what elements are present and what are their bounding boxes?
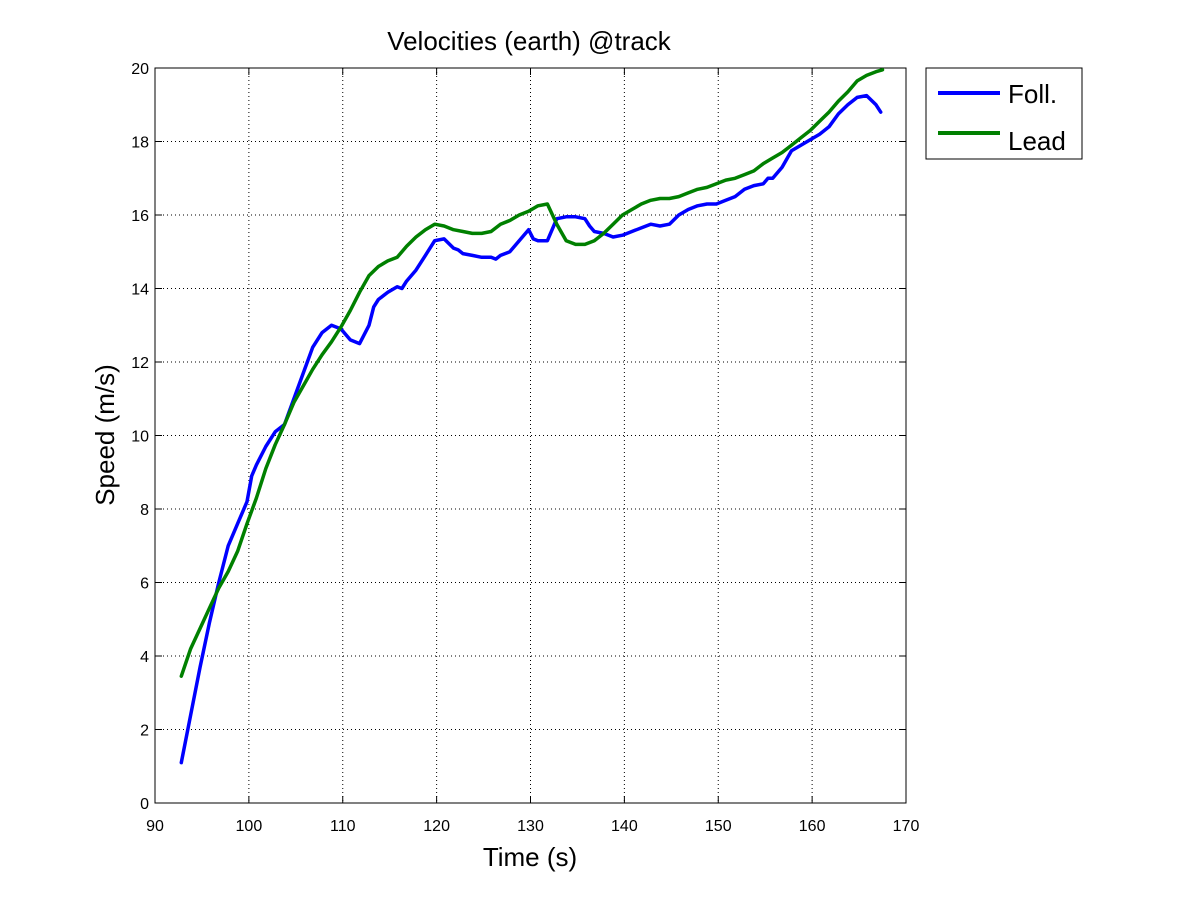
y-tick-label: 2: [140, 723, 149, 740]
series-line-lead: [179, 68, 885, 678]
x-tick-label: 120: [423, 818, 450, 835]
y-tick-label: 20: [131, 61, 149, 78]
y-tick-label: 4: [140, 649, 149, 666]
x-tick-label: 150: [705, 818, 732, 835]
y-tick-label: 14: [131, 282, 149, 299]
x-tick-label: 110: [330, 818, 356, 835]
y-axis-label: Speed (m/s): [90, 364, 120, 506]
x-tick-label: 90: [146, 818, 164, 835]
legend-label-foll: Foll.: [1008, 79, 1057, 109]
data-series: [179, 68, 885, 765]
chart-title: Velocities (earth) @track: [387, 26, 672, 56]
y-tick-label: 18: [131, 135, 149, 152]
series-line-foll: [179, 93, 883, 765]
y-tick-label: 6: [140, 576, 149, 593]
grid-lines: [155, 68, 906, 803]
x-axis-label: Time (s): [483, 842, 577, 872]
y-tick-label: 16: [131, 208, 149, 225]
x-tick-label: 100: [236, 818, 263, 835]
y-tick-label: 10: [131, 429, 149, 446]
legend: Foll. Lead: [925, 67, 1083, 160]
legend-label-lead: Lead: [1008, 126, 1066, 156]
axis-ticks: 90 100 110 120 130 140 150 160 170 0 2 4 6 8 10 12 14 16 1…: [131, 61, 919, 835]
y-tick-label: 12: [131, 355, 149, 372]
x-tick-label: 160: [799, 818, 826, 835]
legend-box: [925, 67, 1083, 160]
x-tick-label: 170: [893, 818, 920, 835]
x-tick-label: 130: [517, 818, 544, 835]
x-tick-label: 140: [611, 818, 638, 835]
y-tick-label: 0: [140, 796, 149, 813]
y-tick-label: 8: [140, 502, 149, 519]
